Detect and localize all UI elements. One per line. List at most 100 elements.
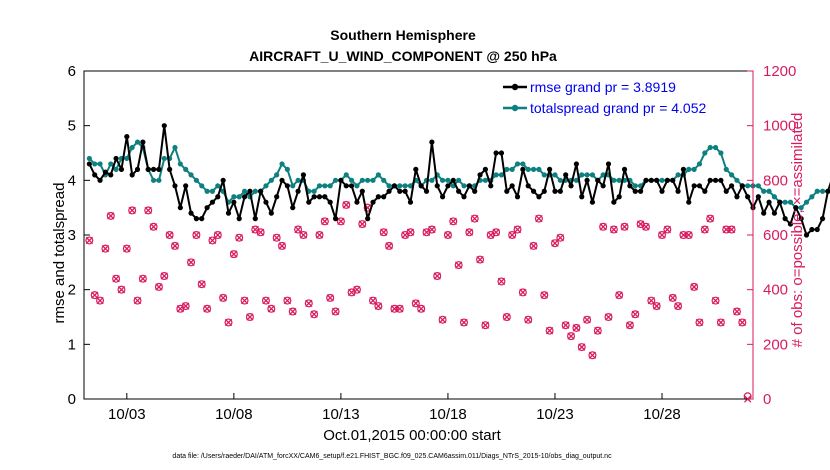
right-y-axis: 0 200 400 600 800 1000 1200 — [747, 63, 796, 408]
obs-possible-marker — [609, 225, 618, 234]
obs-possible-marker — [706, 214, 715, 223]
rmse-point — [391, 183, 398, 189]
rmse-point — [482, 166, 488, 172]
rmse-point — [787, 221, 794, 227]
totalspread-point — [525, 166, 531, 172]
obs-assimilated-marker — [701, 225, 709, 234]
obs-possible-marker — [390, 304, 399, 313]
obs-assimilated-marker — [444, 231, 452, 239]
obs-possible-marker — [524, 315, 533, 324]
rmse-point — [193, 216, 199, 222]
totalspread-point — [675, 172, 681, 178]
rmse-point — [204, 205, 210, 211]
obs-possible-marker — [160, 272, 169, 281]
rmse-point — [825, 188, 830, 194]
totalspread-point — [520, 161, 526, 167]
rmse-point — [456, 188, 462, 194]
left-tick-label: 5 — [68, 118, 76, 135]
obs-assimilated-marker — [556, 234, 564, 242]
rmse-point — [150, 166, 157, 172]
left-tick-label: 6 — [68, 63, 76, 80]
rmse-point — [92, 172, 98, 178]
rmse-point — [509, 183, 515, 189]
rmse-point — [707, 177, 713, 183]
rmse-point — [605, 161, 612, 167]
obs-possible-marker — [529, 241, 538, 250]
rmse-point — [723, 188, 729, 194]
obs-possible-marker — [465, 228, 474, 237]
obs-assimilated-marker — [262, 296, 270, 305]
obs-possible-marker — [593, 326, 602, 335]
obs-assimilated-marker — [711, 296, 720, 305]
rmse-point — [766, 199, 772, 205]
obs-possible-marker — [261, 296, 270, 305]
right-tick-label: 1200 — [763, 63, 796, 80]
obs-possible-marker — [438, 315, 447, 324]
obs-possible-marker — [385, 241, 394, 250]
totalspread-point — [445, 177, 451, 183]
obs-assimilated-marker — [401, 231, 409, 239]
obs-assimilated-marker — [695, 318, 704, 327]
rmse-point — [514, 194, 521, 200]
rmse-point — [306, 199, 312, 205]
rmse-point — [504, 188, 510, 194]
totalspread-point — [482, 177, 488, 183]
obs-possible-marker — [732, 307, 741, 316]
legend-spread-marker — [511, 104, 519, 112]
obs-assimilated-marker — [412, 299, 420, 307]
rmse-point — [466, 183, 472, 189]
rmse-point — [140, 139, 146, 145]
rmse-point — [402, 188, 408, 194]
obs-possible-marker — [668, 293, 677, 302]
totalspread-point — [316, 183, 323, 189]
obs-possible-marker — [315, 231, 324, 240]
obs-assimilated-marker — [706, 214, 714, 223]
obs-possible-marker — [224, 318, 233, 327]
rmse-point — [327, 199, 333, 205]
totalspread-point — [236, 194, 242, 200]
rmse-point — [220, 177, 226, 183]
obs-assimilated-marker — [545, 327, 554, 335]
obs-assimilated-marker — [192, 231, 201, 239]
rmse-point — [536, 194, 542, 200]
legend-box — [497, 76, 745, 120]
totalspread-point — [814, 188, 820, 194]
obs-assimilated-marker — [91, 291, 99, 299]
totalspread-point — [150, 177, 157, 183]
obs-assimilated-marker — [524, 316, 532, 324]
rmse-point — [386, 188, 392, 194]
totalspread-point — [86, 155, 92, 162]
rmse-point — [124, 134, 130, 140]
rmse-point — [627, 183, 633, 189]
obs-assimilated-marker — [406, 228, 415, 236]
rmse-point — [274, 194, 280, 200]
obs-assimilated-marker — [214, 231, 222, 239]
obs-assimilated-marker — [251, 225, 259, 234]
obs-assimilated-marker — [422, 228, 431, 236]
totalspread-point — [386, 183, 392, 189]
totalspread-point — [530, 166, 537, 172]
obs-possible-marker — [154, 282, 163, 291]
x-tick-label: 10/23 — [536, 406, 574, 423]
obs-assimilated-marker — [492, 228, 500, 236]
obs-assimilated-marker — [626, 321, 634, 329]
rmse-point — [247, 188, 253, 194]
totalspread-point — [354, 183, 360, 189]
obs-assimilated-marker — [235, 234, 243, 242]
totalspread-point — [156, 177, 162, 183]
obs-assimilated-marker — [454, 261, 463, 269]
totalspread-point — [798, 205, 804, 211]
obs-assimilated-marker — [171, 242, 179, 250]
obs-assimilated-marker — [246, 313, 254, 321]
rmse-point — [268, 210, 274, 216]
obs-possible-marker — [481, 321, 490, 330]
rmse-point — [311, 194, 317, 200]
rmse-point — [573, 161, 579, 167]
totalspread-point — [514, 161, 521, 167]
obs-assimilated-marker — [374, 302, 383, 310]
rmse-point — [691, 183, 697, 189]
totalspread-point — [241, 188, 248, 194]
obs-possible-marker — [187, 258, 196, 267]
obs-assimilated-marker — [540, 291, 548, 299]
data-file-footer: data file: /Users/raeder/DAI/ATM_forcXX/… — [172, 453, 612, 460]
